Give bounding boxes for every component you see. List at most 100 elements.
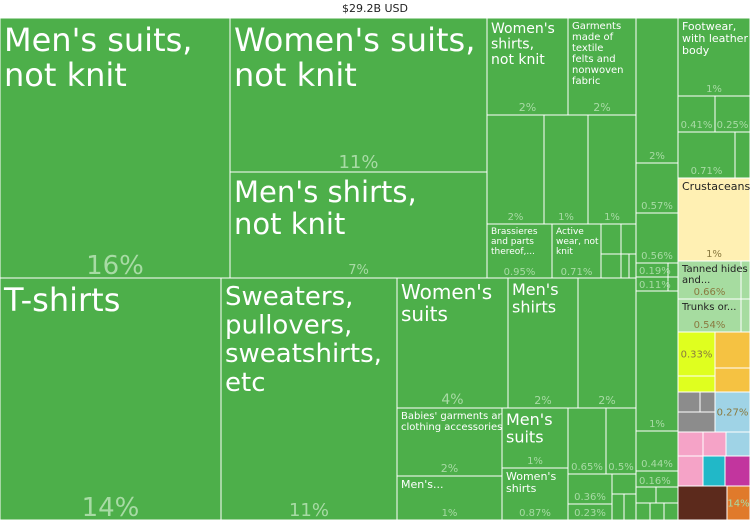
tile-label: Men's suits (506, 410, 553, 447)
treemap-tile: Trunks or... 0.54% (677, 298, 742, 333)
chart-title: $29.2B USD (341, 2, 409, 15)
tile-rect (577, 277, 637, 409)
tile-label: Brassieres and parts thereof,... (491, 227, 538, 257)
tile-label: Women's shirts (506, 470, 556, 495)
treemap-tile: 0.23% (567, 503, 613, 520)
tile-rect (677, 298, 742, 333)
treemap-tile: 0.65% (567, 407, 607, 475)
tile-percent: 0.44% (641, 459, 673, 470)
tile-percent: 0.95% (504, 267, 536, 278)
treemap-subtile (655, 486, 679, 504)
treemap-tile: 2% (577, 277, 637, 409)
tile-label: Women's suits (401, 280, 492, 326)
tile-percent: 0.33% (681, 349, 713, 360)
tile-rect (567, 473, 613, 505)
treemap-tile: 0.44% (635, 430, 679, 472)
tile-label: Active wear, not knit (556, 227, 599, 257)
treemap-tile: Brassieres and parts thereof,... 0.95% (486, 223, 553, 280)
treemap-subtile (600, 253, 622, 280)
treemap-tile: Garments made of textile felts and nonwoven f… (567, 18, 637, 116)
tile-rect (635, 470, 679, 488)
tile-percent: 2% (508, 212, 524, 223)
treemap-tile: Women's suits 4% (396, 277, 509, 409)
tile-rect (229, 18, 488, 173)
tile-percent: 0.16% (639, 476, 671, 487)
tile-rect (507, 277, 579, 409)
treemap-tile: T-shirts 14% (0, 277, 222, 520)
tile-percent: 0.41% (681, 120, 713, 131)
tile-rect (486, 223, 553, 280)
tile-percent: 0.71% (561, 267, 593, 278)
tile-rect (635, 212, 679, 264)
tile-label: Tanned hides and... (681, 264, 748, 286)
tile-percent: 0.66% (694, 287, 726, 298)
tile-rect (396, 277, 509, 409)
treemap-tile: Men's suits, not knit 16% (0, 18, 231, 281)
treemap-subtile (628, 253, 637, 280)
tile-percent: 14% (82, 493, 140, 520)
tile-percent: 2% (649, 151, 665, 162)
tile-percent: 11% (338, 152, 378, 173)
treemap-subtile (635, 486, 657, 504)
treemap-subtile (725, 431, 750, 457)
treemap-tile: 0.11% (635, 276, 671, 292)
tile-percent: 16% (86, 251, 144, 281)
treemap-subtile (699, 391, 716, 413)
tile-percent: 4% (441, 392, 463, 408)
tile-percent: 0.71% (691, 166, 723, 177)
tile-rect (635, 18, 679, 164)
treemap-tile: 0.36% (567, 473, 613, 505)
tile-rect (605, 407, 637, 475)
treemap-tile: Active wear, not knit 0.71% (551, 223, 602, 280)
treemap-subtile (677, 375, 716, 393)
tile-percent: 0.11% (639, 280, 671, 291)
treemap-tile: Men's shirts, not knit 7% (229, 171, 488, 279)
tile-percent: 0.57% (641, 201, 673, 212)
treemap-tile: 0.25% (714, 95, 750, 133)
treemap-subtile (600, 223, 622, 255)
tile-percent: 7% (348, 263, 369, 278)
treemap-tile: 0.5% (605, 407, 637, 475)
treemap-tile: 0.41% (677, 95, 716, 133)
treemap-tile: 0.57% (635, 162, 679, 214)
treemap-tile: 14% (726, 485, 750, 520)
tile-rect (635, 430, 679, 472)
treemap-subtile (611, 493, 625, 520)
tile-label: Trunks or... (681, 302, 736, 313)
tile-percent: 1% (649, 419, 665, 430)
tile-percent: 0.25% (717, 120, 749, 131)
treemap-tile: 1% (635, 290, 679, 432)
tile-rect (220, 277, 398, 520)
treemap-tile: 0.71% (677, 131, 736, 179)
treemap-subtile (702, 431, 727, 457)
treemap-tile: Women's suits, not knit 11% (229, 18, 488, 173)
tile-percent: 1% (706, 84, 722, 95)
tile-label: Babies' garments and clothing accessories (401, 411, 510, 433)
tile-rect (0, 277, 222, 520)
treemap-tile: Babies' garments and clothing accessories… (396, 407, 510, 477)
tile-label: Women's suits, not knit (234, 21, 475, 94)
tile-percent: 2% (519, 101, 536, 114)
tile-rect (635, 162, 679, 214)
treemap-tile: 2% (635, 18, 679, 164)
tile-percent: 0.36% (574, 492, 606, 503)
treemap-tile: Women's shirts, not knit 2% (486, 18, 569, 116)
treemap-subtile (677, 485, 728, 520)
tile-rect (0, 18, 231, 279)
tile-label: Men's shirts, not knit (234, 175, 417, 241)
treemap-subtile (623, 493, 637, 520)
treemap-tile: 0.56% (635, 212, 679, 264)
tile-rect (567, 503, 613, 520)
tile-label: Women's shirts, not knit (491, 21, 555, 68)
tile-rect (677, 131, 736, 179)
tile-label: Men's shirts (512, 280, 559, 317)
tile-percent: 2% (593, 101, 610, 114)
tile-rect (543, 114, 589, 225)
tile-label: Garments made of textile felts and nonwoven f… (572, 21, 624, 87)
treemap-subtile (620, 253, 630, 280)
treemap-tile: Men's shirts 2% (507, 277, 579, 409)
tile-percent: 0.65% (571, 462, 603, 473)
treemap-tile: 0.27% (714, 391, 750, 433)
treemap-subtile (714, 367, 750, 393)
tile-rect (486, 114, 545, 225)
